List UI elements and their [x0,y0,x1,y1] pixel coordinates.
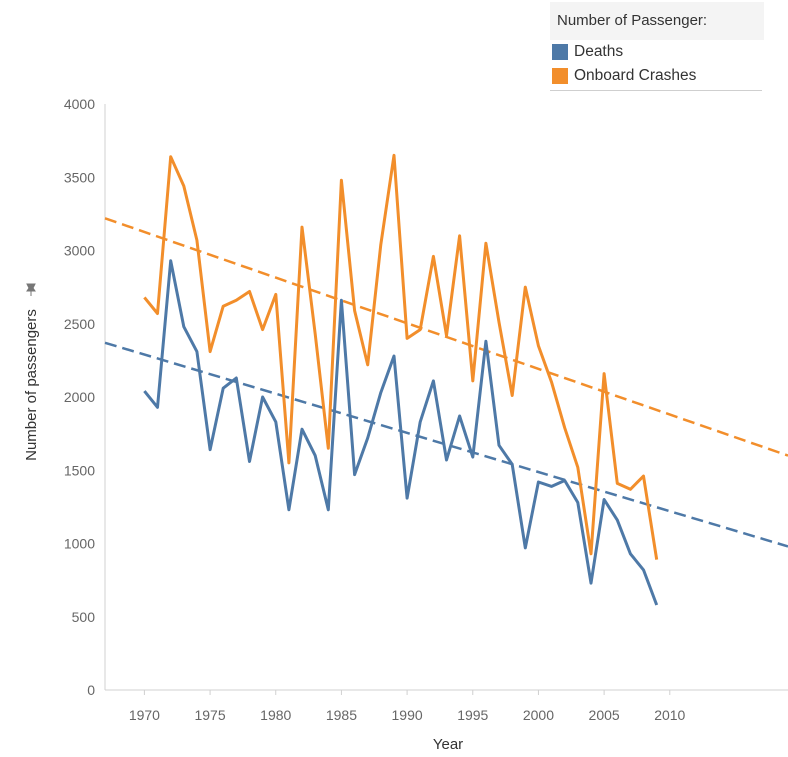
x-tick-label: 1980 [260,707,291,723]
legend-divider [550,90,762,91]
x-tick-label: 1985 [326,707,357,723]
series-line-deaths[interactable] [143,259,659,606]
y-tick-label: 3500 [64,169,95,185]
pin-icon[interactable] [26,283,36,296]
series-line-onboard-crashes[interactable] [143,153,659,560]
y-tick-label: 1000 [64,536,95,552]
y-axis-title: Number of passengers [23,309,40,461]
x-tick-labels: 1970 1975 1980 1985 1990 1995 2000 2005 2010 [129,690,686,723]
legend-swatch-deaths [552,44,568,60]
series-lines [143,153,659,606]
y-axis-title-group: Number of passengers [23,283,40,461]
x-tick-label: 2005 [589,707,620,723]
legend-label-deaths: Deaths [574,43,624,60]
x-tick-label: 1995 [457,707,488,723]
y-tick-label: 0 [87,682,95,698]
legend-label-onboard-crashes: Onboard Crashes [574,67,697,84]
y-tick-label: 4000 [64,96,95,112]
y-tick-labels: 0 500 1000 1500 2000 2500 3000 3500 4000 [64,96,95,698]
trend-line-deaths [104,341,788,548]
chart-axes [104,104,788,691]
y-tick-label: 3000 [64,243,95,259]
x-tick-label: 2000 [523,707,554,723]
x-tick-label: 1970 [129,707,160,723]
y-tick-label: 2500 [64,316,95,332]
x-axis-title: Year [433,736,463,753]
y-tick-label: 500 [72,609,96,625]
legend-item-deaths[interactable]: Deaths [550,40,764,64]
legend-item-onboard-crashes[interactable]: Onboard Crashes [550,64,764,88]
legend-swatch-onboard-crashes [552,68,568,84]
legend: Number of Passenger: Deaths Onboard Cras… [550,2,764,91]
x-tick-label: 1990 [392,707,423,723]
trend-lines [104,217,788,548]
legend-title: Number of Passenger: [550,2,764,40]
x-tick-label: 2010 [654,707,685,723]
y-tick-label: 2000 [64,389,95,405]
x-tick-label: 1975 [194,707,225,723]
y-tick-label: 1500 [64,462,95,478]
